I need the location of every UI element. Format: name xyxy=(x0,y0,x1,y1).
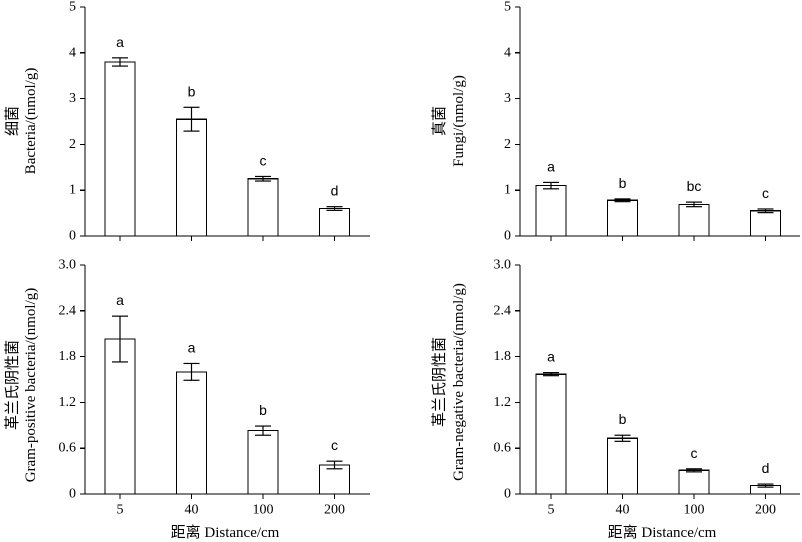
y-tick-label: 2 xyxy=(69,137,76,152)
y-tick-label: 3 xyxy=(69,91,76,106)
bacteria-chart: 0 1 2 3 4 5 a b c d 细菌 Bacteria/(nmol/g) xyxy=(4,0,370,244)
x-tick-label: 100 xyxy=(684,503,705,518)
error-bar xyxy=(757,208,774,214)
y-tick-label: 0 xyxy=(69,487,76,502)
gram-positive-chart: 0 0.6 1.2 1.8 2.4 3.0 a 5 a 40 b 100 c 200 距离 Distance… xyxy=(4,258,370,541)
bar xyxy=(175,118,208,237)
significance-letter: b xyxy=(619,175,627,191)
bar xyxy=(318,207,351,237)
x-tick-label: 100 xyxy=(253,503,274,518)
y-axis-title-en: Bacteria/(nmol/g) xyxy=(23,68,39,175)
y-axis-title-cn: 革兰氏阴性菌 xyxy=(431,337,448,427)
y-tick-label: 5 xyxy=(69,0,76,15)
y-tick-label: 4 xyxy=(504,45,511,60)
gram-negative-chart: 0 0.6 1.2 1.8 2.4 3.0 a 5 b 40 c 100 d 200 距离 Distance… xyxy=(431,258,800,541)
bar xyxy=(247,178,279,237)
significance-letter: a xyxy=(547,158,555,174)
significance-letter: bc xyxy=(687,178,702,194)
y-tick-label: 1.8 xyxy=(494,349,512,364)
x-tick-label: 5 xyxy=(548,503,555,518)
error-bar xyxy=(757,483,774,488)
significance-letter: a xyxy=(116,34,124,50)
bar xyxy=(678,469,710,495)
y-axis-title-cn: 革兰氏阴性菌 xyxy=(4,340,21,430)
error-bar xyxy=(183,106,200,132)
error-bar xyxy=(255,175,271,182)
y-tick-label: 5 xyxy=(504,0,511,15)
y-tick-label: 4 xyxy=(69,45,76,60)
error-bar xyxy=(326,206,343,211)
significance-letter: c xyxy=(762,185,769,201)
significance-letter: b xyxy=(619,411,627,427)
significance-letter: d xyxy=(331,183,339,199)
y-tick-label: 0.6 xyxy=(59,441,77,456)
y-tick-label: 2.4 xyxy=(59,303,77,318)
x-axis-title: 距离 Distance/cm xyxy=(608,524,717,541)
error-bar xyxy=(614,434,631,442)
y-tick-label: 2 xyxy=(504,137,511,152)
bar xyxy=(247,430,279,495)
x-tick-label: 200 xyxy=(755,503,776,518)
bar xyxy=(104,61,136,237)
significance-letter: a xyxy=(116,292,124,308)
error-bar xyxy=(112,315,128,363)
error-bar xyxy=(255,425,271,436)
bar xyxy=(535,185,567,237)
bar xyxy=(318,464,351,495)
y-tick-label: 1 xyxy=(69,183,76,198)
x-tick-label: 5 xyxy=(117,503,124,518)
error-bar xyxy=(686,201,702,208)
y-axis-title-cn: 真菌 xyxy=(430,106,448,136)
y-axis-title-cn: 细菌 xyxy=(4,106,21,136)
significance-letter: a xyxy=(188,339,196,355)
bar xyxy=(606,199,639,237)
significance-letter: c xyxy=(331,437,338,453)
error-bar xyxy=(183,362,200,381)
y-tick-label: 1.2 xyxy=(494,395,512,410)
y-axis-title-en: Fungi/(nmol/g) xyxy=(451,75,467,167)
error-bar xyxy=(614,198,631,203)
bar xyxy=(175,371,208,495)
y-tick-label: 1.8 xyxy=(59,349,77,364)
bar xyxy=(606,437,639,495)
significance-letter: c xyxy=(260,152,267,168)
y-tick-label: 0 xyxy=(69,229,76,244)
error-bar xyxy=(326,460,343,470)
significance-letter: b xyxy=(259,402,267,418)
y-axis-title-en: Gram-negative bacteria/(nmol/g) xyxy=(451,283,467,481)
x-tick-label: 200 xyxy=(324,503,345,518)
y-tick-label: 3.0 xyxy=(494,258,512,273)
significance-letter: a xyxy=(547,349,555,365)
significance-letter: d xyxy=(762,460,770,476)
error-bar xyxy=(686,468,702,473)
bar xyxy=(749,210,782,237)
x-tick-label: 40 xyxy=(185,503,199,518)
significance-letter: c xyxy=(691,445,698,461)
y-tick-label: 0.6 xyxy=(494,441,512,456)
y-tick-label: 3.0 xyxy=(59,258,77,273)
y-tick-label: 0 xyxy=(504,229,511,244)
bar xyxy=(678,203,710,237)
significance-letter: b xyxy=(188,83,196,99)
error-bar xyxy=(112,57,128,67)
x-axis-title: 距离 Distance/cm xyxy=(171,524,280,541)
bar xyxy=(535,373,567,495)
y-tick-label: 1.2 xyxy=(59,395,77,410)
error-bar xyxy=(543,372,559,377)
error-bar xyxy=(543,181,559,190)
y-tick-label: 2.4 xyxy=(494,303,512,318)
x-tick-label: 40 xyxy=(616,503,630,518)
y-tick-label: 0 xyxy=(504,487,511,502)
y-tick-label: 3 xyxy=(504,91,511,106)
y-axis-title-en: Gram-positive bacteria/(nmol/g) xyxy=(23,288,39,483)
fungi-chart: 0 1 2 3 4 5 a b bc c 真菌 Fungi/(nmol/g) xyxy=(430,0,800,244)
y-tick-label: 1 xyxy=(504,183,511,198)
